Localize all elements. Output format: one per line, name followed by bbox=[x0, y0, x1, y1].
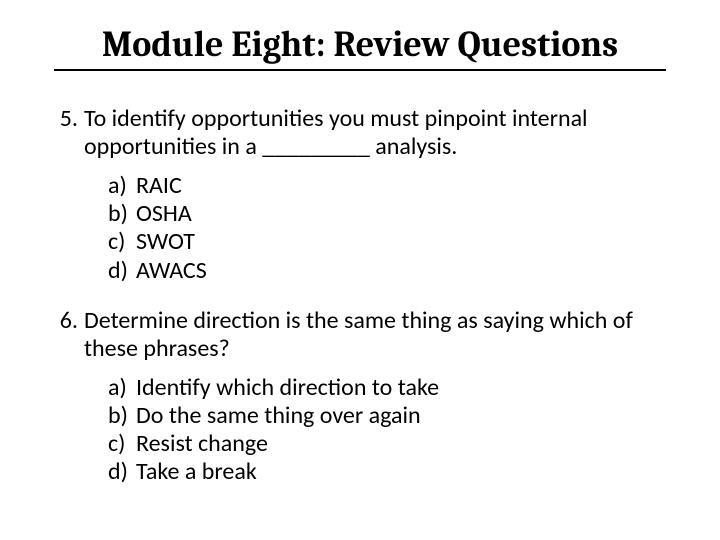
option-letter: b) bbox=[108, 402, 136, 430]
option-letter: d) bbox=[108, 458, 136, 486]
option-letter: c) bbox=[108, 430, 136, 458]
options-list: a) RAIC b) OSHA c) SWOT d) AWACS bbox=[50, 172, 670, 285]
option-letter: c) bbox=[108, 228, 136, 256]
question-text: To identify opportunities you must pinpo… bbox=[84, 105, 670, 162]
option-text: SWOT bbox=[136, 228, 195, 256]
option-d: d) Take a break bbox=[108, 458, 670, 486]
question-5: 5. To identify opportunities you must pi… bbox=[50, 105, 670, 285]
question-row: 5. To identify opportunities you must pi… bbox=[50, 105, 670, 162]
option-text: Resist change bbox=[136, 430, 268, 458]
option-b: b) Do the same thing over again bbox=[108, 402, 670, 430]
question-number: 5. bbox=[50, 105, 84, 133]
option-text: OSHA bbox=[136, 200, 192, 228]
options-list: a) Identify which direction to take b) D… bbox=[50, 374, 670, 487]
option-letter: d) bbox=[108, 257, 136, 285]
option-letter: b) bbox=[108, 200, 136, 228]
option-d: d) AWACS bbox=[108, 257, 670, 285]
option-text: AWACS bbox=[136, 257, 207, 285]
slide: Module Eight: Review Questions 5. To ide… bbox=[0, 0, 720, 540]
option-text: Do the same thing over again bbox=[136, 402, 421, 430]
option-text: RAIC bbox=[136, 172, 182, 200]
option-letter: a) bbox=[108, 172, 136, 200]
page-title: Module Eight: Review Questions bbox=[54, 24, 666, 71]
question-number: 6. bbox=[50, 307, 84, 335]
option-a: a) Identify which direction to take bbox=[108, 374, 670, 402]
option-letter: a) bbox=[108, 374, 136, 402]
option-a: a) RAIC bbox=[108, 172, 670, 200]
option-c: c) SWOT bbox=[108, 228, 670, 256]
option-b: b) OSHA bbox=[108, 200, 670, 228]
question-text: Determine direction is the same thing as… bbox=[84, 307, 670, 364]
question-row: 6. Determine direction is the same thing… bbox=[50, 307, 670, 364]
option-text: Take a break bbox=[136, 458, 257, 486]
option-text: Identify which direction to take bbox=[136, 374, 439, 402]
question-6: 6. Determine direction is the same thing… bbox=[50, 307, 670, 487]
option-c: c) Resist change bbox=[108, 430, 670, 458]
